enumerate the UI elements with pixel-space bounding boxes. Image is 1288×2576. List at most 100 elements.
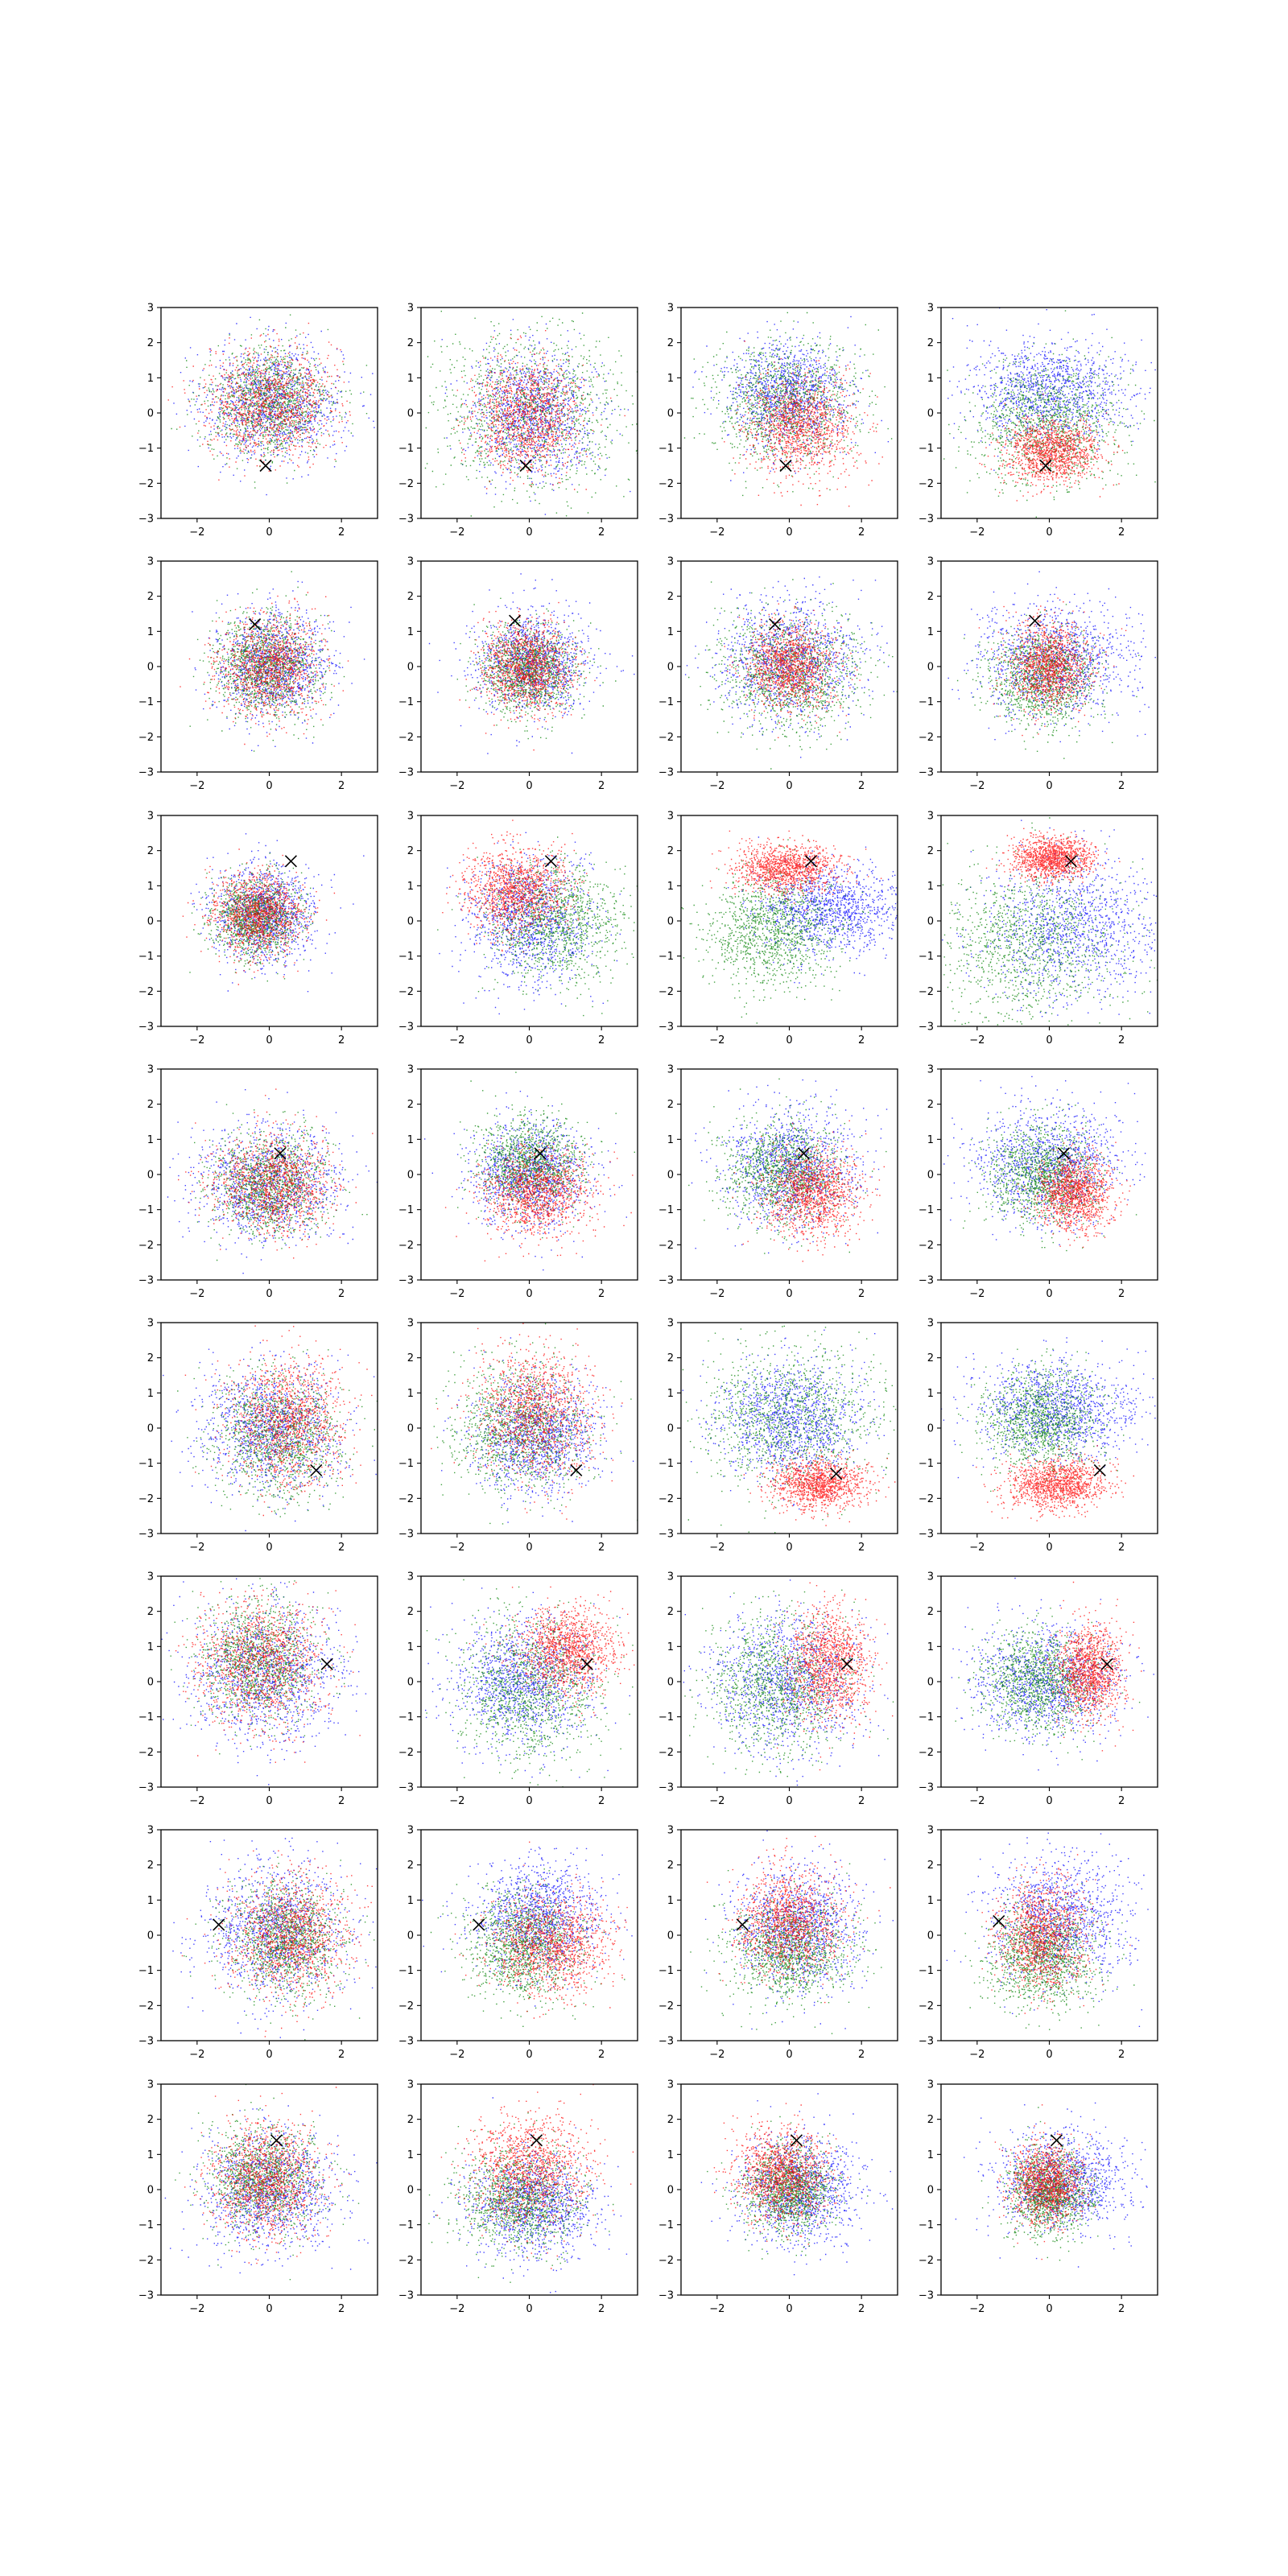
scatter-series-blue [942,819,1158,1018]
target-x-marker [473,1918,485,1931]
scatter-series-red [181,1850,373,2037]
y-tick-label: 3 [407,556,414,568]
y-tick-label: 2 [407,591,414,603]
y-tick-label: 3 [147,1318,154,1330]
y-tick-label: −3 [658,767,674,779]
scatter-series-blue [422,1847,633,2007]
x-tick-label: 2 [858,1542,865,1554]
scatter-series-blue [941,1337,1156,1479]
scatter-series-red [724,341,883,507]
y-tick-label: −2 [138,1240,154,1252]
y-tick-label: −1 [398,951,414,963]
scatter-panel-r6-c2: −2 0 2 −3 −2 −1 0 1 2 3 [658,1825,898,2061]
y-tick-label: −3 [658,2290,674,2302]
x-tick-label: 0 [786,1288,792,1300]
x-tick-label: 0 [786,2303,792,2315]
target-x-marker [1039,459,1052,473]
y-tick-label: 1 [667,2149,674,2161]
y-tick-label: 2 [667,1352,674,1364]
scatter-series-blue [425,1587,630,1778]
y-tick-label: −2 [658,732,674,744]
scatter-series-red [182,848,336,985]
y-tick-label: −2 [398,2000,414,2013]
x-tick-label: −2 [449,526,464,539]
y-tick-label: 0 [927,916,934,928]
scatter-series-blue [167,1089,378,1274]
scatter-panel-r3-c0: −2 0 2 −3 −2 −1 0 1 2 3 [138,1064,378,1300]
y-tick-label: 0 [147,662,154,674]
y-tick-label: −3 [398,514,414,526]
y-tick-label: 1 [667,881,674,893]
scatter-series-green [941,817,1158,1026]
x-tick-label: 0 [526,2303,532,2315]
y-tick-label: −3 [398,1529,414,1541]
y-tick-label: −2 [658,2000,674,2013]
y-tick-label: 0 [407,916,414,928]
target-x-marker [534,1147,547,1160]
scatter-series-red [444,1119,634,1261]
y-tick-label: 3 [927,1825,934,1837]
y-tick-label: 0 [667,408,674,420]
x-tick-label: −2 [969,1542,985,1554]
target-x-marker [993,1914,1005,1928]
target-x-marker [1057,1147,1070,1160]
y-tick-label: 1 [407,2149,414,2161]
x-tick-label: −2 [709,1795,724,1807]
scatter-series-blue [424,1091,627,1271]
scatter-series-red [454,1841,628,2019]
y-tick-label: 3 [927,1318,934,1330]
scatter-panel-r0-c1: −2 0 2 −3 −2 −1 0 1 2 3 [398,303,638,539]
y-tick-label: 2 [927,845,934,857]
x-tick-label: −2 [709,1542,724,1554]
y-tick-label: 2 [147,1352,154,1364]
y-tick-label: 1 [667,1895,674,1907]
x-tick-label: 2 [1118,2303,1125,2315]
x-tick-label: 2 [858,1288,865,1300]
x-tick-label: −2 [449,2303,464,2315]
scatter-series-red [985,828,1121,895]
scatter-series-red [184,2087,350,2264]
y-tick-label: −2 [919,986,934,998]
y-tick-label: −2 [658,2255,674,2267]
y-tick-label: −2 [919,478,934,490]
scatter-series-red [981,1854,1131,2014]
scatter-series-green [943,310,1156,518]
y-tick-label: 0 [147,1170,154,1182]
y-tick-label: 0 [407,408,414,420]
y-tick-label: 0 [667,1170,674,1182]
y-tick-label: −2 [398,732,414,744]
x-tick-label: −2 [709,2049,724,2061]
y-tick-label: −1 [398,1711,414,1724]
target-x-marker [320,1657,333,1670]
scatter-panel-r0-c2: −2 0 2 −3 −2 −1 0 1 2 3 [658,303,898,539]
scatter-series-green [424,311,638,518]
y-tick-label: −1 [138,1204,154,1216]
y-tick-label: −1 [658,443,674,455]
x-tick-label: −2 [449,1034,464,1046]
y-tick-label: −1 [919,1458,934,1470]
y-tick-label: 1 [927,1388,934,1400]
y-tick-label: 1 [407,1388,414,1400]
y-tick-label: 2 [147,1099,154,1111]
x-tick-label: 0 [1046,2303,1052,2315]
y-tick-label: 1 [927,1895,934,1907]
x-tick-label: 0 [1046,780,1052,792]
y-tick-label: 1 [407,1895,414,1907]
y-tick-label: 1 [147,373,154,385]
y-tick-label: 3 [927,556,934,568]
scatter-series-green [963,1104,1137,1252]
x-tick-label: 2 [1118,1795,1125,1807]
y-tick-label: −2 [138,2000,154,2013]
y-tick-label: −1 [919,1204,934,1216]
x-tick-label: 2 [1118,2049,1125,2061]
scatter-series-red [453,330,625,490]
y-tick-label: 3 [667,811,674,823]
scatter-series-green [682,1325,898,1534]
scatter-series-green [194,1104,368,1261]
scatter-series-green [177,1349,378,1517]
x-tick-label: −2 [189,526,204,539]
y-tick-label: 0 [927,408,934,420]
scatter-series-green [170,1578,351,1755]
target-x-marker [736,1918,749,1931]
y-tick-label: −1 [138,1965,154,1977]
